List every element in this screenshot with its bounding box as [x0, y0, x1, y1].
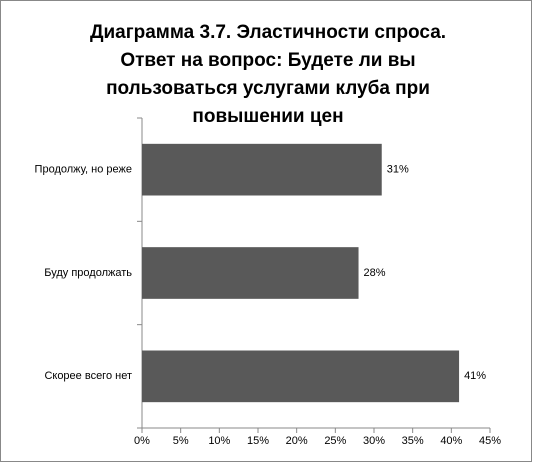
x-tick-label: 45%	[479, 435, 501, 447]
chart-title: Ответ на вопрос: Будете ли вы	[120, 50, 415, 71]
chart-title: пользоваться услугами клуба при	[106, 78, 430, 99]
chart-title: повышении цен	[192, 106, 343, 127]
x-tick-label: 10%	[208, 435, 230, 447]
chart-title: Диаграмма 3.7. Эластичности спроса.	[90, 22, 446, 43]
x-tick-label: 20%	[286, 435, 308, 447]
y-tick-label: Продолжу, но реже	[35, 164, 132, 176]
y-tick-label: Буду продолжать	[44, 267, 132, 279]
x-tick-label: 15%	[247, 435, 269, 447]
x-tick-label: 5%	[173, 435, 189, 447]
x-tick-label: 30%	[363, 435, 385, 447]
value-label: 41%	[464, 370, 486, 382]
x-tick-label: 40%	[440, 435, 462, 447]
x-tick-label: 0%	[134, 435, 150, 447]
x-tick-label: 35%	[402, 435, 424, 447]
value-label: 28%	[364, 267, 386, 279]
y-tick-label: Скорее всего нет	[44, 370, 132, 382]
bar	[142, 247, 359, 299]
bar	[142, 350, 460, 403]
bar	[142, 143, 382, 196]
x-tick-label: 25%	[324, 435, 346, 447]
value-label: 31%	[387, 164, 409, 176]
